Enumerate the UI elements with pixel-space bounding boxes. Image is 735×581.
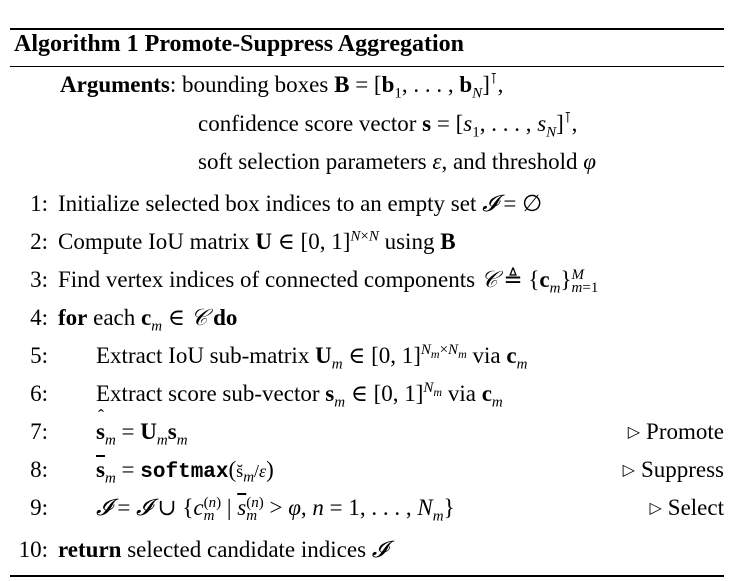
arguments-text-3: soft selection parameters ε, and thresho… <box>198 149 597 174</box>
comment-triangle-icon: ▷ <box>649 500 662 517</box>
step-3: 3: Find vertex indices of connected comp… <box>10 267 724 299</box>
arguments-keyword: Arguments <box>60 72 170 97</box>
step-1: 1: Initialize selected box indices to an… <box>10 191 724 223</box>
algorithm-box: Algorithm 1 Promote-Suppress Aggregation… <box>10 28 724 577</box>
caption-label: Algorithm 1 <box>14 31 139 57</box>
bottom-rule <box>10 575 724 577</box>
arguments-line-3: soft selection parameters ε, and thresho… <box>10 149 724 181</box>
step-text: sm = softmax(s̆m/ε) <box>96 457 274 487</box>
step-number: 9: <box>30 495 48 520</box>
return-keyword: return <box>58 537 122 562</box>
top-rule <box>10 28 724 30</box>
step-text: ˆ sm = Umsm <box>96 406 188 449</box>
step-text: Find vertex indices of connected compone… <box>58 266 599 297</box>
comment-triangle-icon: ▷ <box>627 424 641 441</box>
comment-triangle-icon: ▷ <box>622 462 635 479</box>
arguments-text-1: Arguments: bounding boxes B = [b1, . . .… <box>60 71 504 102</box>
step-5: 5: Extract IoU sub-matrix Um ∈ [0, 1]Nm×… <box>10 343 724 375</box>
step-text: return selected candidate indices 𝓘 <box>58 537 388 563</box>
step-text: 𝓘 = 𝓘 ∪ {c(n) m | s(n) m > φ, n = 1, . . .… <box>96 494 455 525</box>
caption-title: Promote-Suppress Aggregation <box>144 31 464 57</box>
step-6: 6: Extract score sub-vector sm ∈ [0, 1]N… <box>10 381 724 413</box>
step-text: Extract IoU sub-matrix Um ∈ [0, 1]Nm×Nm … <box>96 342 528 373</box>
step-number: 4: <box>30 305 48 330</box>
step-number: 1: <box>30 191 48 216</box>
step-comment: ▷ Suppress <box>622 457 724 482</box>
step-number: 8: <box>30 457 48 482</box>
step-number: 7: <box>30 419 48 444</box>
step-comment: ▷ Promote <box>627 419 724 444</box>
step-4: 4: for each cm ∈ 𝒞 do <box>10 305 724 337</box>
step-number: 5: <box>30 343 48 368</box>
step-text: Extract score sub-vector sm ∈ [0, 1]Nm v… <box>96 380 503 411</box>
arguments-text-2: confidence score vector s = [s1, . . . ,… <box>198 110 578 141</box>
step-9: 9: 𝓘 = 𝓘 ∪ {c(n) m | s(n) m > φ, n = 1, . … <box>10 495 724 527</box>
arguments-line-2: confidence score vector s = [s1, . . . ,… <box>10 111 724 143</box>
step-10: 10: return selected candidate indices 𝓘 <box>10 537 724 569</box>
for-keyword: for <box>58 305 88 330</box>
step-comment: ▷ Select <box>649 495 724 520</box>
do-keyword: do <box>213 305 238 330</box>
caption-rule <box>10 66 724 67</box>
step-2: 2: Compute IoU matrix U ∈ [0, 1]N×N usin… <box>10 229 724 261</box>
step-number: 2: <box>30 229 48 254</box>
algorithm-caption: Algorithm 1 Promote-Suppress Aggregation <box>14 31 464 58</box>
arguments-line-1: Arguments: bounding boxes B = [b1, . . .… <box>10 72 724 104</box>
step-7: 7: ˆ sm = Umsm ▷ Promote <box>10 406 724 451</box>
step-text: Compute IoU matrix U ∈ [0, 1]N×N using B <box>58 228 456 254</box>
step-number: 3: <box>30 267 48 292</box>
step-text: for each cm ∈ 𝒞 do <box>58 305 238 335</box>
step-text: Initialize selected box indices to an em… <box>58 191 543 217</box>
step-number: 10: <box>18 537 48 562</box>
step-number: 6: <box>30 381 48 406</box>
step-8: 8: sm = softmax(s̆m/ε) ▷ Suppress <box>10 457 724 489</box>
